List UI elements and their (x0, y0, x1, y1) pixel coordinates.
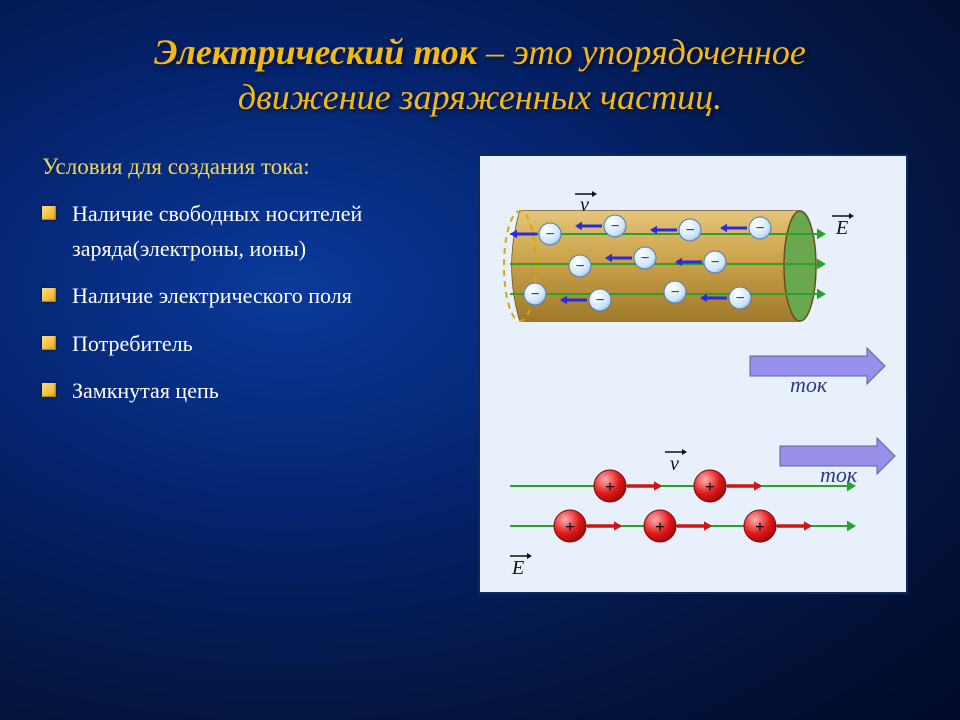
svg-text:E: E (511, 557, 524, 579)
svg-text:−: − (735, 290, 744, 307)
conditions-panel: Условия для создания тока: Наличие свобо… (34, 154, 454, 594)
svg-text:v: v (580, 194, 589, 216)
svg-text:+: + (705, 477, 715, 496)
svg-text:−: − (755, 220, 764, 237)
list-item: Замкнутая цепь (42, 373, 454, 408)
svg-text:+: + (565, 517, 575, 536)
conditions-list: Наличие свободных носителей заряда(элект… (34, 196, 454, 408)
list-item: Наличие электрического поля (42, 278, 454, 313)
svg-text:−: − (685, 222, 694, 239)
svg-text:−: − (530, 286, 539, 303)
svg-text:ток: ток (820, 462, 858, 487)
svg-text:ток: ток (790, 372, 828, 397)
svg-text:−: − (640, 250, 649, 267)
svg-text:E: E (835, 217, 848, 239)
svg-text:+: + (605, 477, 615, 496)
conditions-subtitle: Условия для создания тока: (34, 154, 454, 180)
svg-text:+: + (755, 517, 765, 536)
diagrams-box: vE−−−−−−−−−−−токEv+++++ток (478, 154, 908, 594)
title-term: Электрический ток (154, 32, 477, 72)
svg-text:−: − (670, 284, 679, 301)
svg-text:−: − (710, 254, 719, 271)
list-item: Потребитель (42, 326, 454, 361)
svg-text:−: − (610, 218, 619, 235)
svg-text:+: + (655, 517, 665, 536)
svg-text:−: − (595, 292, 604, 309)
slide-title: Электрический ток – это упорядоченное дв… (34, 30, 926, 120)
svg-text:−: − (545, 226, 554, 243)
svg-text:−: − (575, 258, 584, 275)
diagram-panel: vE−−−−−−−−−−−токEv+++++ток (478, 154, 926, 594)
list-item: Наличие свободных носителей заряда(элект… (42, 196, 454, 266)
svg-text:v: v (670, 453, 679, 475)
physics-diagram: vE−−−−−−−−−−−токEv+++++ток (480, 156, 910, 596)
